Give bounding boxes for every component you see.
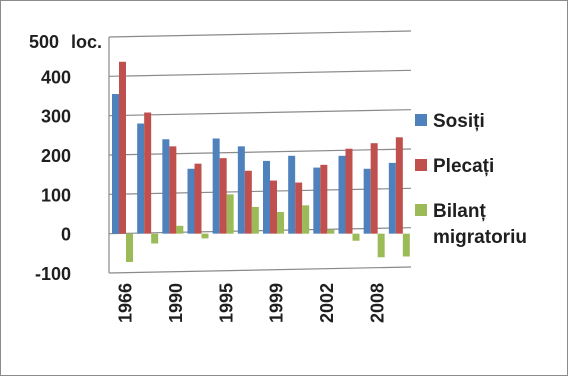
gridline (108, 187, 412, 195)
y-unit-label: loc. (71, 32, 102, 52)
bar (327, 229, 335, 234)
x-tick-label: 2002 (317, 283, 337, 323)
bar (219, 158, 227, 234)
bar (345, 148, 353, 234)
bar (363, 168, 371, 234)
legend-swatch (415, 114, 427, 126)
bar (320, 164, 328, 234)
bar (187, 168, 195, 234)
x-tick-label: 2008 (367, 283, 387, 323)
bar (119, 61, 126, 234)
bar (194, 163, 202, 234)
bar (137, 123, 145, 234)
bar (144, 112, 152, 234)
bar (201, 233, 209, 239)
bar (302, 205, 310, 234)
gridline (108, 148, 412, 156)
legend-entry: Sosiți (415, 109, 527, 154)
gridline (108, 69, 412, 77)
y-axis-ticks: -100 0 100 200 300 400 500 (29, 32, 71, 284)
gridlines (108, 30, 412, 274)
bar (270, 180, 277, 234)
y-tick-label: 300 (41, 107, 71, 127)
bar (277, 212, 284, 234)
bar (244, 170, 252, 234)
bar (313, 167, 321, 234)
bar (169, 146, 177, 234)
bar (251, 206, 259, 234)
bar (288, 155, 296, 234)
x-tick-label: 1995 (216, 283, 236, 323)
bar (295, 182, 303, 234)
bar (352, 233, 360, 241)
gridline (108, 30, 412, 38)
bar (226, 194, 234, 234)
bar (237, 146, 245, 234)
legend-swatch (415, 159, 427, 171)
bar (151, 233, 159, 244)
bar (212, 138, 220, 234)
gridline (108, 109, 412, 117)
legend-entry: Bilanț migratoriu (415, 199, 527, 248)
y-tick-label: 200 (41, 146, 71, 166)
bar (112, 94, 119, 234)
bar (263, 160, 270, 234)
legend-label: Plecați (433, 156, 495, 177)
x-tick-label: 1966 (116, 283, 136, 323)
legend-label: Bilanț migratoriu (433, 201, 527, 248)
y-tick-label: -100 (35, 264, 71, 284)
y-tick-label: 500 (29, 32, 59, 52)
legend: Sosiți Plecați Bilanț migratoriu (415, 109, 527, 248)
gridline (108, 266, 412, 274)
legend-entry: Plecați (415, 154, 527, 199)
gridline (108, 227, 412, 235)
bar (395, 137, 403, 234)
x-tick-label: 1990 (166, 283, 186, 323)
bars (112, 61, 410, 262)
x-axis-ticks: 1966 1990 1995 1999 2002 2008 (116, 283, 388, 323)
bar (162, 139, 170, 234)
bar (176, 225, 184, 234)
y-tick-label: 400 (41, 67, 71, 87)
x-tick-label: 1999 (267, 283, 287, 323)
y-tick-label: 0 (61, 225, 71, 245)
bar (402, 233, 410, 257)
bar (388, 162, 396, 234)
y-tick-label: 100 (41, 185, 71, 205)
bar (126, 233, 133, 262)
legend-label: Sosiți (433, 111, 485, 132)
bar (370, 143, 378, 234)
bar (338, 155, 346, 234)
legend-swatch (415, 204, 427, 216)
bar (377, 233, 385, 258)
